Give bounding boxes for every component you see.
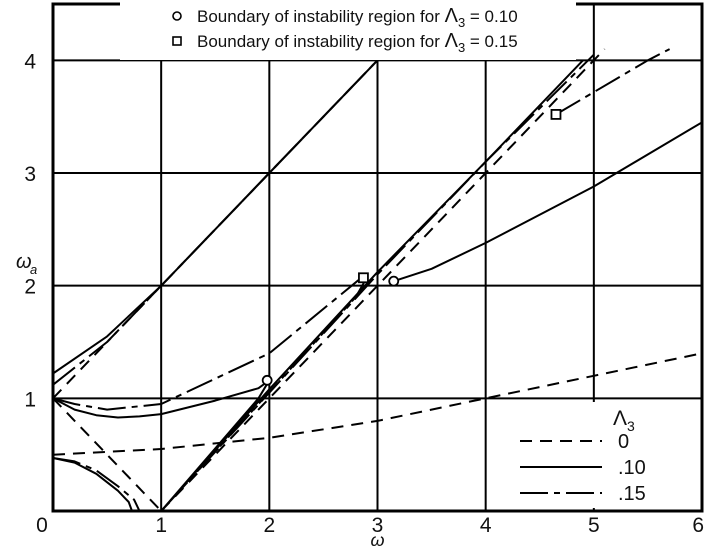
- x-tick-label: 2: [263, 514, 275, 537]
- series-line: [53, 379, 270, 419]
- x-tick-label: 5: [588, 514, 600, 537]
- boundary-marker-circle: [388, 275, 400, 287]
- grid-lines: [53, 4, 702, 511]
- series-line: [393, 121, 702, 283]
- legend-label: .15: [618, 483, 646, 505]
- x-tick-label: 1: [155, 514, 167, 537]
- y-axis-label: ω: [16, 251, 32, 273]
- annotation-circle-marker: [172, 11, 182, 21]
- series-line: [53, 277, 362, 411]
- y-tick-label: 2: [24, 276, 36, 299]
- axis-labels: ωωa: [16, 251, 385, 548]
- y-tick-label: 4: [24, 50, 36, 73]
- legend-background: [512, 402, 700, 508]
- series-line: [160, 53, 595, 511]
- annotation-background: [120, 0, 576, 60]
- series-line: [53, 352, 702, 456]
- legend-label: 0: [618, 431, 629, 453]
- x-tick-label: 3: [372, 514, 384, 537]
- series-line: [53, 397, 162, 511]
- y-tick-label: 1: [24, 388, 36, 411]
- annotation-text: Boundary of instability region for Λ3 = …: [197, 5, 518, 30]
- annotation-box: Boundary of instability region for Λ3 = …: [120, 0, 576, 60]
- boundary-markers: [261, 109, 562, 386]
- series-line: [160, 48, 606, 511]
- x-axis-label: ω: [370, 530, 384, 548]
- data-series: [53, 37, 702, 511]
- series-line: [555, 48, 671, 116]
- tick-labels: 0 1 2 3 4 5 6 1 2 3 4: [24, 50, 704, 537]
- boundary-marker-square: [358, 272, 369, 284]
- series-line: [53, 457, 141, 511]
- y-axis-label-subscript: a: [30, 262, 37, 277]
- boundary-marker-circle: [261, 374, 273, 386]
- boundary-marker-square: [550, 109, 562, 120]
- legend-label: .10: [618, 457, 646, 479]
- x-tick-label: 6: [692, 514, 704, 537]
- legend: Λ30.10.15: [512, 402, 700, 508]
- x-tick-label: 0: [36, 514, 48, 537]
- annotation-square-marker: [172, 36, 182, 46]
- x-tick-label: 4: [480, 514, 492, 537]
- y-tick-label: 3: [24, 163, 36, 186]
- annotation-text: Boundary of instability region for Λ3 = …: [197, 30, 518, 55]
